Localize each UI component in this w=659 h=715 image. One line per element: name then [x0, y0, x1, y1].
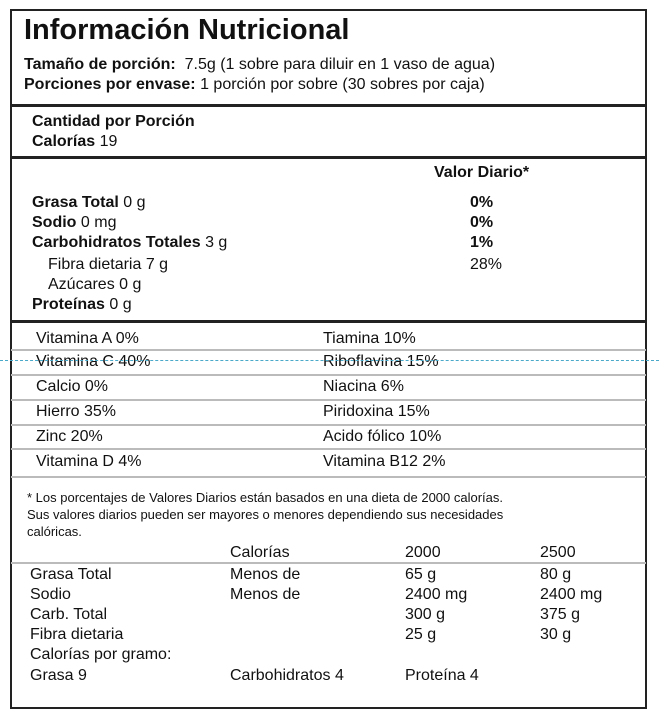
footnote-line: Sus valores diarios pueden ser mayores o…: [27, 507, 504, 522]
divider: [11, 424, 646, 426]
nutrient-row: Sodio 0 mg: [32, 215, 116, 231]
reference-cell: 300 g: [405, 606, 446, 623]
vitamin-item: Vitamina D 4%: [36, 453, 142, 470]
vitamin-item: Calcio 0%: [36, 378, 109, 395]
nutrient-label: Carbohidratos Totales: [32, 234, 201, 251]
nutrient-label: Azúcares: [48, 276, 115, 293]
vitamin-item: Hierro 35%: [36, 403, 117, 420]
nutrient-amount: 0 g: [109, 296, 132, 313]
vitamin-item: Riboflavina 15%: [323, 353, 439, 370]
reference-cell: Carb. Total: [30, 606, 108, 623]
nutrient-row: Proteínas 0 g: [32, 297, 132, 313]
calories-value: 19: [99, 133, 118, 150]
divider: [11, 476, 646, 478]
nutrient-label: Fibra dietaria: [48, 256, 142, 273]
servings-per-value: 1 porción por sobre (30 sobres por caja): [200, 76, 485, 93]
reference-cell: 30 g: [540, 626, 572, 643]
servings-per-container: Porciones por envase: 1 porción por sobr…: [24, 77, 485, 93]
vitamin-item: Vitamina C 40%: [36, 353, 151, 370]
nutrient-amount: 0 mg: [80, 214, 117, 231]
divider: [11, 399, 646, 401]
reference-cell: 375 g: [540, 606, 581, 623]
divider: [11, 448, 646, 450]
nutrient-daily-value: 0%: [470, 214, 494, 231]
serving-size-value: 7.5g (1 sobre para diluir en 1 vaso de a…: [184, 56, 496, 73]
footnote-line: * Los porcentajes de Valores Diarios est…: [27, 490, 504, 505]
reference-cell: Grasa Total: [30, 566, 112, 583]
nutrient-daily-value: 0%: [470, 194, 494, 211]
divider-thick: [11, 156, 646, 159]
servings-per-label: Porciones por envase:: [24, 76, 196, 93]
guide-line: [0, 360, 659, 361]
reference-cell: 65 g: [405, 566, 437, 583]
serving-size: Tamaño de porción: 7.5g (1 sobre para di…: [24, 57, 495, 73]
serving-size-label: Tamaño de porción:: [24, 56, 176, 73]
daily-value-header: Valor Diario*: [434, 164, 530, 181]
vitamin-item: Tiamina 10%: [323, 330, 416, 347]
reference-cell: Carbohidratos 4: [230, 667, 344, 684]
reference-cell: 25 g: [405, 626, 437, 643]
nutrition-label: [10, 9, 647, 709]
reference-header: Calorías: [230, 544, 290, 561]
reference-cell: Sodio: [30, 586, 71, 603]
vitamin-item: Acido fólico 10%: [323, 428, 442, 445]
nutrient-amount: 0 g: [119, 276, 142, 293]
reference-header: 2000: [405, 544, 441, 561]
reference-cell: Menos de: [230, 586, 301, 603]
nutrient-label: Proteínas: [32, 296, 105, 313]
divider: [11, 374, 646, 376]
reference-cell: Grasa 9: [30, 667, 87, 684]
vitamin-item: Vitamina A 0%: [36, 330, 139, 347]
label-title: Información Nutricional: [24, 14, 350, 46]
calories-label: Calorías: [32, 133, 96, 150]
footnote-line: calóricas.: [27, 524, 82, 539]
reference-cell: Calorías por gramo:: [30, 646, 172, 663]
divider-thick: [11, 320, 646, 323]
vitamin-item: Zinc 20%: [36, 428, 103, 445]
reference-cell: Menos de: [230, 566, 301, 583]
reference-cell: Proteína 4: [405, 667, 479, 684]
nutrient-amount: 3 g: [205, 234, 228, 251]
nutrient-row: Fibra dietaria 7 g: [48, 257, 168, 273]
nutrient-label: Grasa Total: [32, 194, 119, 211]
nutrient-label: Sodio: [32, 214, 77, 231]
nutrient-amount: 7 g: [145, 256, 169, 273]
nutrient-daily-value: 28%: [470, 256, 503, 273]
vitamin-item: Vitamina B12 2%: [323, 453, 446, 470]
divider-thick: [11, 104, 646, 107]
nutrient-amount: 0 g: [123, 194, 146, 211]
reference-cell: 2400 mg: [405, 586, 468, 603]
nutrient-row: Grasa Total 0 g: [32, 195, 146, 211]
divider: [11, 562, 646, 564]
nutrient-row: Carbohidratos Totales 3 g: [32, 235, 227, 251]
divider: [11, 349, 646, 351]
reference-header: 2500: [540, 544, 576, 561]
reference-cell: 2400 mg: [540, 586, 603, 603]
reference-cell: 80 g: [540, 566, 572, 583]
vitamin-item: Niacina 6%: [323, 378, 404, 395]
amount-per-serving: Cantidad por Porción: [32, 113, 195, 130]
reference-cell: Fibra dietaria: [30, 626, 124, 643]
nutrient-row: Azúcares 0 g: [48, 277, 141, 293]
nutrient-daily-value: 1%: [470, 234, 494, 251]
vitamin-item: Piridoxina 15%: [323, 403, 430, 420]
calories: Calorías 19: [32, 134, 117, 150]
